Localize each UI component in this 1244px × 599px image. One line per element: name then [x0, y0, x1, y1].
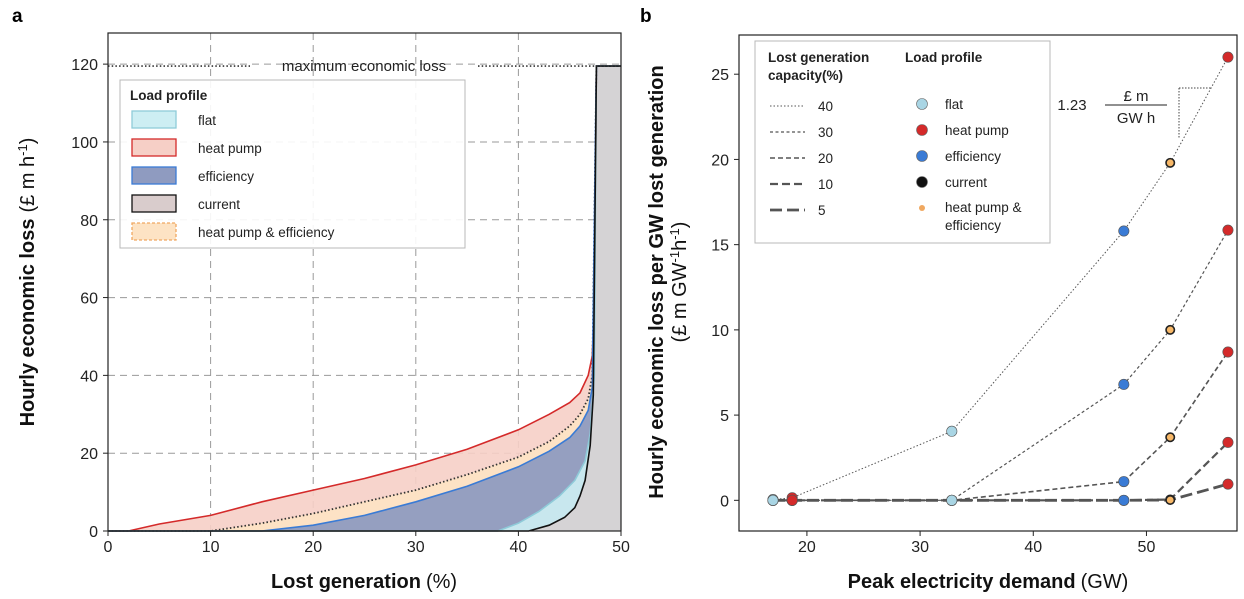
legend-marker-heat-pump: [916, 124, 928, 136]
panel-b-y-tick-label: 5: [720, 408, 729, 425]
legend-label-flat: flat: [198, 113, 216, 128]
series-line-30: [773, 229, 1229, 501]
legend-label-current: current: [198, 197, 240, 212]
panel-b-y-tick-label: 10: [711, 323, 729, 340]
point-efficiency-5: [1118, 494, 1130, 506]
panel-b-y-ticks: 0 5 10 15 20 25: [711, 67, 739, 510]
legend-swatch-heat-pump: [131, 138, 177, 157]
panel-a-y-axis-title: Hourly economic loss(£ m h-1): [15, 138, 40, 427]
legend-line-label-30: 30: [818, 125, 833, 140]
panel-a-frame: [107, 32, 622, 532]
point-heat-pump-efficiency-30: [1165, 324, 1176, 335]
panel-b-x-ticks: 20 30 40 50: [798, 531, 1155, 556]
legend-swatch-heat-pump-efficiency: [131, 222, 177, 241]
legend-swatch-efficiency: [131, 166, 177, 185]
legend-line-title-2: capacity(%): [768, 68, 843, 83]
slope-value: 1.23: [1057, 97, 1086, 114]
series-line-5: [773, 482, 1229, 502]
panel-b-x-tick-label: 50: [1138, 539, 1156, 556]
legend-swatch-current: [131, 194, 177, 213]
panel-a-chart: maximum economic loss 0 10 20 30 40 50 0 20 40 6…: [15, 32, 630, 593]
panel-a-x-tick-label: 10: [202, 539, 220, 556]
point-heat-pump-40: [1222, 51, 1234, 63]
panel-a-y-tick-label: 40: [80, 368, 98, 385]
legend-marker-efficiency: [916, 150, 928, 162]
panel-b-y-tick-label: 15: [711, 238, 729, 255]
panel-a-legend: Load profile flat heat pump efficiency curr…: [119, 79, 466, 249]
panel-b-x-tick-label: 40: [1024, 539, 1042, 556]
legend-marker-flat: [916, 98, 928, 110]
panel-a-y-ticks: 0 20 40 60 80 100 120: [71, 57, 108, 541]
point-heat-pump-efficiency-20: [1165, 432, 1176, 443]
panel-b-frame: [738, 34, 1238, 532]
panel-a-y-tick-label: 0: [89, 524, 98, 541]
panel-a-y-tick-label: 120: [71, 57, 98, 74]
series-line-10: [773, 441, 1229, 502]
point-heat-pump-5: [786, 494, 798, 506]
legend-label-heat-pump-efficiency: heat pump & efficiency: [198, 225, 335, 240]
point-flat-5: [946, 494, 958, 506]
point-flat-5: [767, 494, 779, 506]
point-heat-pump-5: [1222, 478, 1234, 490]
panel-a-y-tick-label: 20: [80, 446, 98, 463]
point-heat-pump-30: [1222, 224, 1234, 236]
panel-a-y-tick-label: 100: [71, 135, 98, 152]
legend-line-label-5: 5: [818, 203, 826, 218]
panel-a-y-tick-label: 80: [80, 213, 98, 230]
line-current: [108, 65, 621, 532]
legend-marker-heat-pump-efficiency: [919, 205, 925, 211]
panel-b-legend: Lost generation capacity(%) Load profile…: [754, 40, 1051, 244]
legend-marker-label-current: current: [945, 175, 987, 190]
panel-letter-a: a: [12, 6, 23, 27]
point-efficiency-30: [1118, 378, 1130, 390]
point-flat-40: [946, 425, 958, 437]
legend-marker-label-flat: flat: [945, 97, 963, 112]
panel-a-lines: [108, 65, 621, 532]
panel-b-points: [767, 51, 1234, 506]
legend-line-title-1: Lost generation: [768, 50, 869, 65]
legend-marker-title: Load profile: [905, 50, 983, 65]
legend-swatch-flat: [131, 110, 177, 129]
panel-a-x-tick-label: 40: [510, 539, 528, 556]
line-efficiency: [108, 65, 621, 532]
point-heat-pump-efficiency-40: [1165, 157, 1176, 168]
panel-a-x-axis-title: Lost generation (%): [271, 571, 457, 593]
point-heat-pump-10: [1222, 436, 1234, 448]
legend-label-heat-pump: heat pump: [198, 141, 262, 156]
max-loss-label: maximum economic loss: [282, 58, 446, 75]
legend-line-label-20: 20: [818, 151, 833, 166]
point-heat-pump-20: [1222, 346, 1234, 358]
panel-b-y-tick-label: 20: [711, 152, 729, 169]
legend-marker-current: [916, 176, 928, 188]
panel-letter-b: b: [640, 6, 652, 27]
panel-a-x-tick-label: 30: [407, 539, 425, 556]
slope-numerator: £ m: [1123, 88, 1148, 105]
legend-marker-label-efficiency: efficiency: [945, 149, 1001, 164]
slope-denominator: GW h: [1117, 110, 1155, 127]
panel-a-x-tick-label: 0: [104, 539, 113, 556]
panel-a-x-tick-label: 20: [304, 539, 322, 556]
panel-a-legend-title: Load profile: [130, 88, 208, 103]
point-heat-pump-efficiency-5: [1165, 494, 1176, 505]
point-efficiency-20: [1118, 476, 1130, 488]
panel-b-y-axis-title-unit: (£ m GW-1h-1): [667, 222, 692, 343]
panel-b-chart: 20 30 40 50 0 5 10 15 20 25 Peak electricity dem…: [646, 34, 1238, 593]
panel-b-y-tick-label: 25: [711, 67, 729, 84]
panel-a-x-tick-label: 50: [612, 539, 630, 556]
panel-b-x-axis-title: Peak electricity demand (GW): [848, 571, 1129, 593]
legend-marker-label-heat-pump-efficiency: heat pump & efficiency: [945, 200, 1022, 233]
panel-b-x-tick-label: 20: [798, 539, 816, 556]
legend-label-efficiency: efficiency: [198, 169, 254, 184]
legend-line-label-40: 40: [818, 99, 833, 114]
panel-b-y-axis-title-main: Hourly economic loss per GW lost generat…: [646, 65, 668, 498]
panel-a-x-ticks: 0 10 20 30 40 50: [104, 531, 630, 556]
panel-a-y-tick-label: 60: [80, 291, 98, 308]
legend-line-label-10: 10: [818, 177, 833, 192]
panel-b-y-tick-label: 0: [720, 493, 729, 510]
legend-marker-label-heat-pump: heat pump: [945, 123, 1009, 138]
panel-b-x-tick-label: 30: [911, 539, 929, 556]
point-efficiency-40: [1118, 225, 1130, 237]
slope-annotation: 1.23 £ m GW h: [1057, 87, 1212, 138]
